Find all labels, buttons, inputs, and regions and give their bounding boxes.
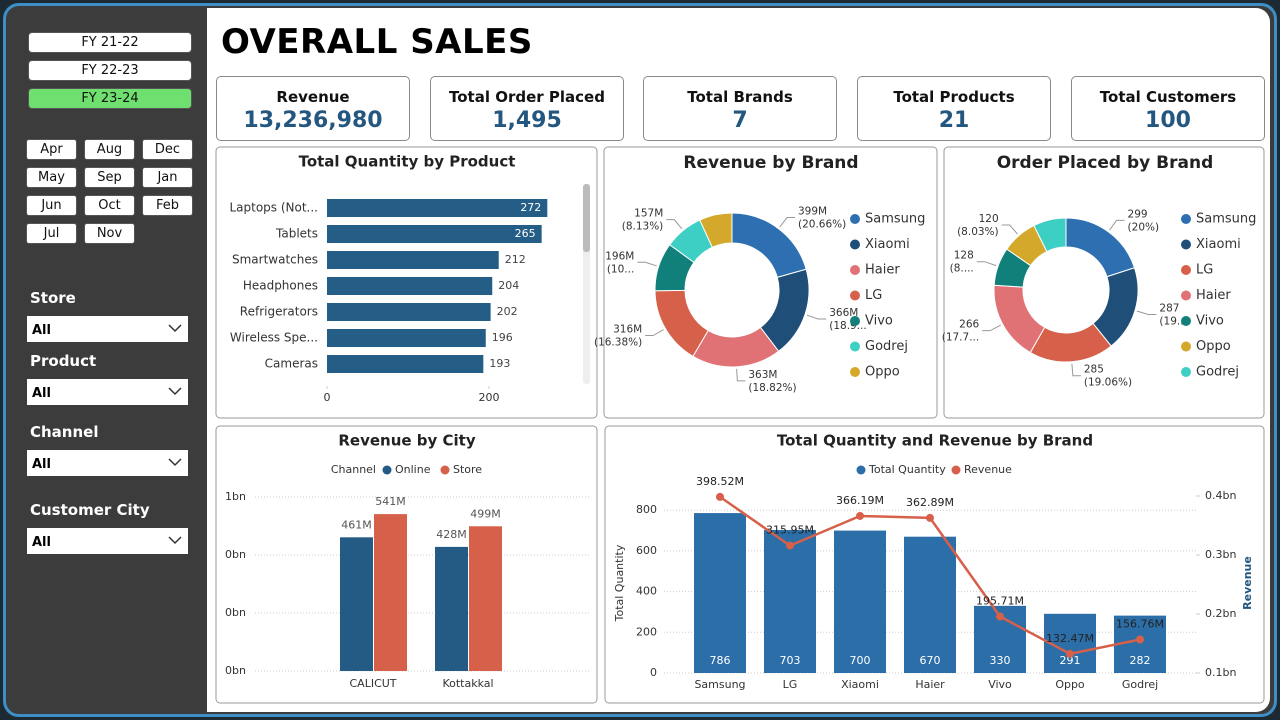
page-title: OVERALL SALES	[221, 22, 533, 62]
month-button[interactable]: Nov	[84, 223, 135, 244]
kpi-value: 7	[732, 108, 748, 133]
month-button[interactable]: Oct	[84, 195, 135, 216]
chevron	[168, 387, 182, 396]
filter-dropdown[interactable]: All	[27, 316, 188, 342]
month-button[interactable]: Jan	[142, 167, 193, 188]
kpi-card: Total Products 21	[857, 76, 1051, 141]
kpi-value: 21	[938, 108, 970, 133]
kpi-label: Revenue	[276, 88, 350, 106]
filter-value: All	[32, 457, 51, 472]
month-button[interactable]: Jun	[26, 195, 77, 216]
fy-button[interactable]: FY 23-24	[28, 88, 192, 109]
chevron	[168, 458, 182, 467]
filter-dropdown[interactable]: All	[27, 450, 188, 476]
kpi-value: 100	[1145, 108, 1191, 133]
fy-button[interactable]: FY 21-22	[28, 32, 192, 53]
kpi-card: Revenue 13,236,980	[216, 76, 410, 141]
kpi-label: Total Order Placed	[449, 88, 605, 106]
chevron	[168, 324, 182, 333]
kpi-label: Total Customers	[1099, 88, 1237, 106]
kpi-card: Total Order Placed 1,495	[430, 76, 624, 141]
month-button[interactable]: Sep	[84, 167, 135, 188]
kpi-value: 13,236,980	[243, 108, 383, 133]
month-button[interactable]: Feb	[142, 195, 193, 216]
fy-button[interactable]: FY 22-23	[28, 60, 192, 81]
filter-value: All	[32, 535, 51, 550]
filter-dropdown[interactable]: All	[27, 379, 188, 405]
month-button[interactable]: Dec	[142, 139, 193, 160]
filter-label: Product	[30, 352, 97, 370]
month-button[interactable]: Jul	[26, 223, 77, 244]
filter-dropdown[interactable]: All	[27, 528, 188, 554]
filter-value: All	[32, 323, 51, 338]
month-button[interactable]: Aug	[84, 139, 135, 160]
filter-label: Channel	[30, 423, 99, 441]
kpi-value: 1,495	[492, 108, 562, 133]
kpi-label: Total Products	[893, 88, 1015, 106]
chevron	[168, 536, 182, 545]
filter-label: Customer City	[30, 501, 150, 519]
month-button[interactable]: Apr	[26, 139, 77, 160]
month-button[interactable]: May	[26, 167, 77, 188]
kpi-card: Total Customers 100	[1071, 76, 1265, 141]
filter-value: All	[32, 386, 51, 401]
kpi-label: Total Brands	[687, 88, 793, 106]
kpi-card: Total Brands 7	[643, 76, 837, 141]
filter-label: Store	[30, 289, 76, 307]
